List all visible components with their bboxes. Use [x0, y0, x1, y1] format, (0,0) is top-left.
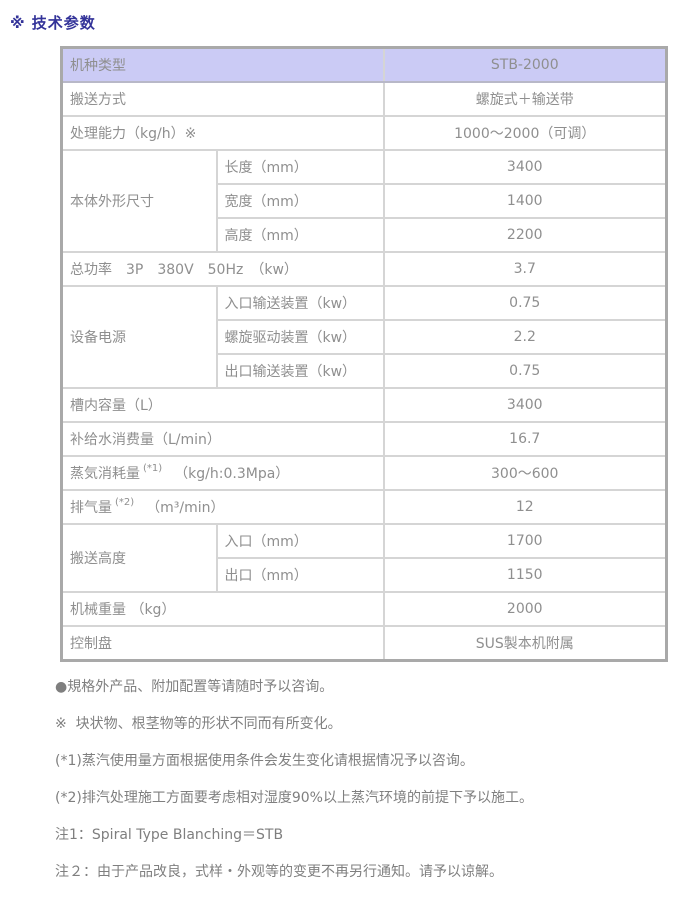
table-row: 槽内容量（L） 3400: [60, 387, 668, 423]
footnote-marker-1: (*1): [143, 463, 163, 474]
table-row: 总功率 3P 380V 50Hz （kw） 3.7: [60, 251, 668, 287]
row-label: 搬送方式: [60, 81, 385, 117]
table-header-row: 机种类型 STB-2000: [60, 46, 668, 83]
row-value: 螺旋式＋输送带: [382, 81, 668, 117]
row-sublabel: 入口输送装置（kw）: [215, 285, 385, 321]
row-sublabel: 宽度（mm）: [215, 183, 385, 219]
table-row: 设备电源 入口输送装置（kw） 0.75: [60, 285, 668, 389]
table-row: 排气量 (*2) （m³/min） 12: [60, 489, 668, 525]
table-row: 出口（mm） 1150: [62, 557, 668, 593]
row-label: 蒸気消耗量 (*1) （kg/h:0.3Mpa）: [60, 455, 385, 491]
table-row: 本体外形尺寸 长度（mm） 3400: [60, 149, 668, 253]
row-sublabel: 入口（mm）: [215, 523, 385, 559]
row-value: 1700: [382, 523, 668, 559]
row-group-label: 搬送高度: [60, 523, 218, 593]
row-label: 处理能力（kg/h）※: [60, 115, 385, 151]
note-line: 注1：Spiral Type Blanching＝STB: [55, 827, 284, 843]
page-title: ※ 技术参数: [10, 14, 96, 32]
table-row: 控制盘 SUS製本机附属: [60, 625, 668, 662]
table-row: 宽度（mm） 1400: [62, 183, 668, 219]
table-row: 蒸気消耗量 (*1) （kg/h:0.3Mpa） 300～600: [60, 455, 668, 491]
row-value: 12: [382, 489, 668, 525]
row-value: 2000: [382, 591, 668, 627]
note-line: ※ 块状物、根茎物等的形状不同而有所变化。: [55, 716, 342, 732]
row-group-label: 设备电源: [60, 285, 218, 389]
table-row: 高度（mm） 2200: [62, 217, 668, 253]
table-row: 机械重量 （kg） 2000: [60, 591, 668, 627]
footnote-marker-2: (*2): [115, 497, 135, 508]
row-value: 2.2: [382, 319, 668, 355]
row-label: 槽内容量（L）: [60, 387, 385, 423]
spec-table: 机种类型 STB-2000 搬送方式 螺旋式＋输送带 处理能力（kg/h）※ 1…: [60, 46, 668, 662]
row-sublabel: 出口（mm）: [215, 557, 385, 593]
row-value: SUS製本机附属: [382, 625, 668, 662]
row-label: 排气量 (*2) （m³/min）: [60, 489, 385, 525]
row-label-text: 蒸気消耗量: [70, 466, 140, 482]
row-value: 1400: [382, 183, 668, 219]
table-row: 搬送高度 入口（mm） 1700: [60, 523, 668, 593]
row-value: 1150: [382, 557, 668, 593]
row-label-text: 排气量: [70, 500, 112, 516]
row-sublabel: 长度（mm）: [215, 149, 385, 185]
row-value: 3.7: [382, 251, 668, 287]
note-line: (*1)蒸汽使用量方面根据使用条件会发生变化请根据情况予以咨询。: [55, 753, 474, 769]
row-value: 3400: [382, 387, 668, 423]
row-group-label: 本体外形尺寸: [60, 149, 218, 253]
row-label: 控制盘: [60, 625, 385, 662]
row-sublabel: 螺旋驱动装置（kw）: [215, 319, 385, 355]
row-value: 16.7: [382, 421, 668, 457]
row-value: 1000～2000（可调）: [382, 115, 668, 151]
row-value: 2200: [382, 217, 668, 253]
row-label-unit: （m³/min）: [146, 500, 225, 516]
row-value: 3400: [382, 149, 668, 185]
table-row: 螺旋驱动装置（kw） 2.2: [62, 319, 668, 355]
note-line: (*2)排汽处理施工方面要考虑相对湿度90%以上蒸汽环境的前提下予以施工。: [55, 790, 533, 806]
table-row: 搬送方式 螺旋式＋输送带: [60, 81, 668, 117]
table-row: 补给水消费量（L/min） 16.7: [60, 421, 668, 457]
row-sublabel: 出口输送装置（kw）: [215, 353, 385, 389]
note-line: 注２：由于产品改良，式样・外观等的变更不再另行通知。请予以谅解。: [55, 864, 503, 880]
row-value: 300～600: [382, 455, 668, 491]
table-row: 处理能力（kg/h）※ 1000～2000（可调）: [60, 115, 668, 151]
row-value: 0.75: [382, 285, 668, 321]
row-value: 0.75: [382, 353, 668, 389]
row-label-unit: （kg/h:0.3Mpa）: [174, 466, 290, 482]
footnotes: ●規格外产品、附加配置等请随时予以咨询。 ※ 块状物、根茎物等的形状不同而有所变…: [55, 676, 673, 883]
header-label: 机种类型: [60, 46, 385, 83]
note-line: ●規格外产品、附加配置等请随时予以咨询。: [55, 679, 334, 695]
row-label: 补给水消费量（L/min）: [60, 421, 385, 457]
row-label: 机械重量 （kg）: [60, 591, 385, 627]
table-row: 出口输送装置（kw） 0.75: [62, 353, 668, 389]
row-sublabel: 高度（mm）: [215, 217, 385, 253]
row-label: 总功率 3P 380V 50Hz （kw）: [60, 251, 385, 287]
header-value: STB-2000: [382, 46, 668, 83]
